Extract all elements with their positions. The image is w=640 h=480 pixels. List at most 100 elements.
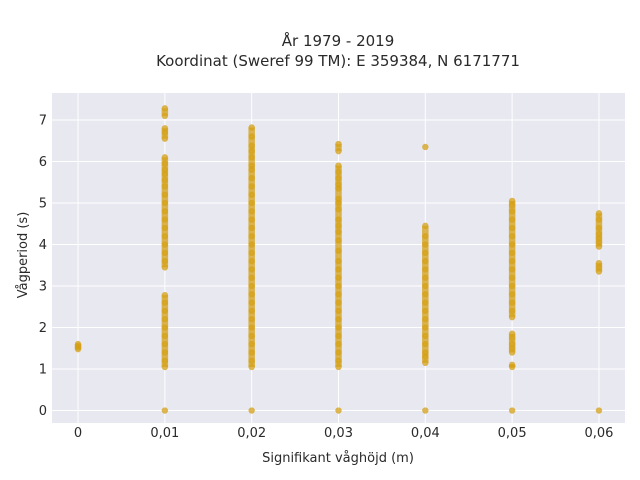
data-point [508,241,516,248]
data-point [248,291,255,298]
y-tick-label: 1 [39,363,47,378]
data-point [422,316,429,323]
data-point [248,249,255,257]
data-point [335,282,342,290]
data-point [335,316,342,323]
data-point [508,282,516,290]
data-point [248,183,255,190]
data-point [335,291,342,298]
data-point [595,216,603,223]
data-point [335,407,342,414]
data-point [422,332,429,340]
data-point [161,299,169,306]
data-point [508,291,516,298]
data-point [335,228,342,236]
data-point [248,324,255,331]
tick-labels: 0 0,01 0,02 0,03 0,04 0,05 0,06 0 1 2 3 4 5 6 7 [39,113,614,441]
data-point [161,316,169,323]
x-tick-label: 0 [74,426,82,441]
data-point [422,274,429,281]
data-point [161,105,169,112]
data-point [508,233,516,240]
data-point [508,266,516,273]
data-point [508,208,516,215]
data-point [161,191,169,198]
data-point [508,313,516,321]
data-point [248,274,255,281]
data-point [161,257,169,265]
data-point [335,247,342,254]
x-tick-label: 0,03 [324,426,353,441]
data-point [248,257,255,265]
data-point [335,174,342,182]
data-point [161,307,169,315]
data-point [161,112,169,120]
data-point [161,249,169,257]
data-point [248,191,255,198]
data-point [161,208,169,215]
data-point [335,340,342,348]
data-point [335,266,342,273]
data-point [248,316,255,323]
data-point [595,230,603,238]
data-point [422,359,429,367]
data-point [248,332,255,340]
data-point [161,233,169,240]
data-point [508,224,516,232]
y-tick-label: 6 [39,155,47,170]
data-point [508,197,516,205]
data-point [508,257,516,265]
data-point [422,340,429,348]
data-point [161,166,169,173]
data-point [335,222,342,230]
data-point [248,299,255,306]
data-point [248,307,255,315]
data-point [335,274,342,281]
data-point [508,307,516,315]
y-tick-label: 2 [39,321,47,336]
data-point [508,249,516,257]
data-point [422,257,429,265]
data-point [161,264,169,271]
y-tick-label: 4 [39,238,47,253]
data-point [248,233,255,240]
x-tick-label: 0,01 [150,426,179,441]
data-point [508,299,516,306]
x-tick-label: 0,04 [411,426,440,441]
data-point [595,210,603,217]
data-point [335,257,342,265]
data-point [335,162,342,169]
data-point [161,340,169,348]
data-point [335,349,342,356]
data-point [248,241,255,248]
data-point [161,357,169,364]
data-point [161,176,169,184]
data-point [335,147,342,155]
data-point [248,407,255,414]
x-tick-label: 0,02 [237,426,266,441]
data-point [335,206,342,213]
data-point [248,224,255,232]
data-point [422,282,429,290]
x-tick-label: 0,06 [584,426,613,441]
data-point [422,324,429,331]
data-point [422,222,429,230]
data-point [161,224,169,232]
data-point [595,224,603,232]
data-point [335,168,342,176]
data-point [161,183,169,190]
data-point [335,332,342,340]
data-point [422,349,429,356]
y-axis-label: Vågperiod (s) [16,212,31,299]
data-point [595,407,603,414]
x-tick-label: 0,05 [498,426,527,441]
data-point [248,162,255,169]
data-point [335,181,342,188]
data-point [161,332,169,340]
data-point [422,241,429,248]
data-point [161,199,169,207]
data-point [248,154,255,161]
y-tick-label: 5 [39,197,47,212]
data-point [508,216,516,223]
